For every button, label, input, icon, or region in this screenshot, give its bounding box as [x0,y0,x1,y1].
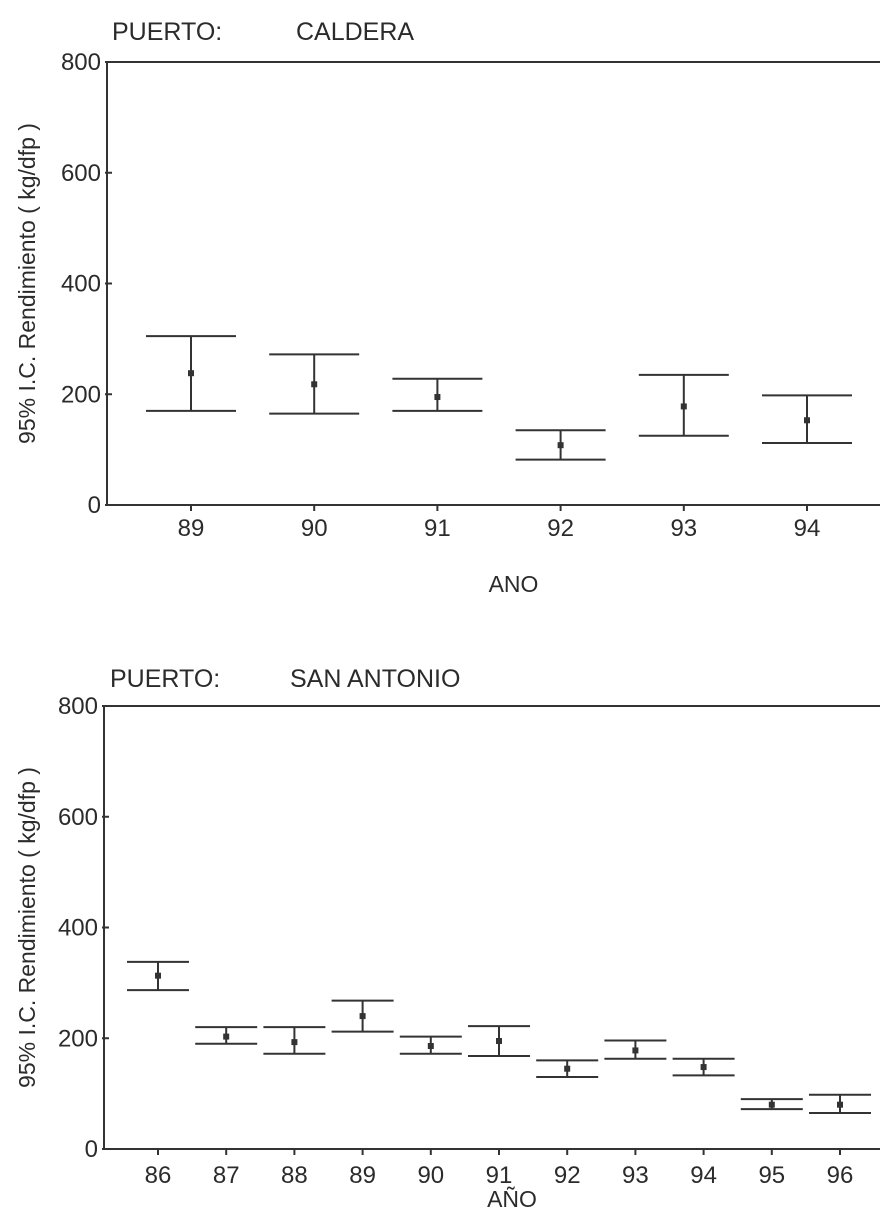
y-tick-label: 600 [58,804,98,831]
x-tick-label: 94 [690,1162,717,1189]
x-tick-label: 90 [301,515,328,542]
chart-title: SAN ANTONIO [290,665,460,693]
y-tick-label: 0 [85,1136,98,1163]
y-tick-label: 400 [58,915,98,942]
y-tick-label: 200 [58,1025,98,1052]
chart-title: CALDERA [296,18,414,46]
mean-point [804,417,810,424]
mean-point [311,381,318,388]
x-tick-label: 91 [486,1162,513,1189]
mean-point [223,1033,230,1040]
mean-point [768,1101,775,1108]
mean-point [496,1038,502,1045]
x-tick-label: 96 [827,1162,854,1189]
chart-caldera: PUERTO: CALDERA 0 200 400 600 800 95% I.C. Rend… [14,18,880,597]
x-tick-label: 90 [417,1162,444,1189]
mean-point [434,394,441,401]
y-tick-label: 0 [88,492,101,519]
y-tick-label: 400 [61,271,101,298]
x-tick-label: 94 [794,515,821,542]
y-axis-title: 95% I.C. Rendimiento ( kg/dfp ) [14,123,40,444]
x-axis-title: AÑO [487,1186,537,1212]
y-tick-label: 800 [58,693,98,720]
y-tick-label: 600 [61,160,101,187]
mean-point [564,1065,571,1072]
x-tick-label: 92 [547,515,574,542]
y-axis-title: 95% I.C. Rendimiento ( kg/dfp ) [14,767,40,1088]
chart-title-prefix: PUERTO: [110,665,220,693]
x-tick-label: 93 [622,1162,649,1189]
mean-point [359,1013,366,1020]
mean-point [291,1039,298,1046]
mean-point [557,442,564,449]
chart-title-prefix: PUERTO: [112,18,222,46]
chart-san-antonio: PUERTO: SAN ANTONIO 0 200 400 600 800 95% I.C. … [14,665,880,1212]
mean-point [837,1101,843,1108]
x-tick-label: 89 [178,515,205,542]
x-tick-label: 87 [213,1162,240,1189]
mean-point [188,370,194,377]
x-tick-label: 92 [554,1162,581,1189]
x-tick-label: 89 [349,1162,376,1189]
x-tick-label: 93 [670,515,697,542]
x-axis-title: ANO [489,571,539,597]
mean-point [427,1043,434,1050]
mean-point [680,403,687,410]
y-tick-label: 800 [61,49,101,76]
mean-point [700,1064,707,1071]
y-tick-label: 200 [61,381,101,408]
mean-point [155,972,161,979]
x-tick-label: 91 [424,515,451,542]
x-tick-label: 86 [145,1162,172,1189]
x-tick-label: 95 [758,1162,785,1189]
x-tick-label: 88 [281,1162,308,1189]
mean-point [632,1047,639,1054]
